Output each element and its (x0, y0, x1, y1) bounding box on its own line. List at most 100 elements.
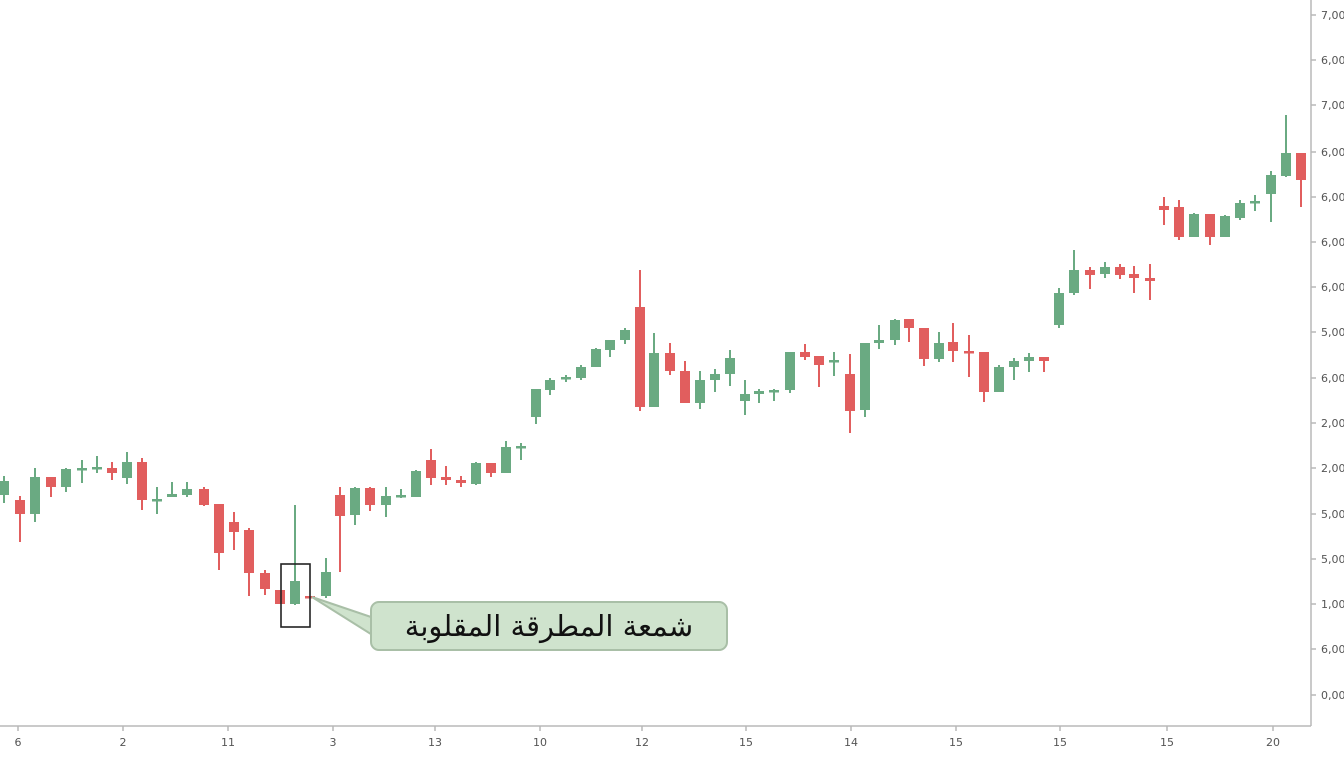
candle-body (77, 468, 87, 471)
candle-up (605, 340, 615, 357)
candle-body (411, 471, 421, 497)
candle-body (122, 462, 132, 478)
candle-up (411, 470, 421, 497)
candle-body (92, 467, 102, 470)
callout-label: شمعة المطرقة المقلوبة (370, 601, 728, 651)
candle-down (1174, 200, 1184, 240)
candle-body (620, 330, 630, 340)
candle-body (46, 477, 56, 487)
candle-down (814, 356, 824, 387)
candle-body (948, 342, 958, 351)
candle-down (260, 570, 270, 595)
y-tick-label: 7,00 (1321, 9, 1344, 22)
candle-body (1085, 270, 1095, 275)
candle-body (665, 353, 675, 371)
candle-body (456, 480, 466, 483)
candle-body (381, 496, 391, 505)
candle-body (591, 349, 601, 367)
candle-up (152, 487, 162, 514)
candle-body (785, 352, 795, 390)
candle-up (167, 482, 177, 497)
candle-up (501, 441, 511, 473)
candle-body (814, 356, 824, 365)
candle-up (1266, 171, 1276, 222)
candle-down (335, 487, 345, 572)
candle-down (845, 354, 855, 433)
candle-down (441, 466, 451, 485)
candle-up (1250, 195, 1260, 211)
candle-up (695, 371, 705, 409)
candle-body (107, 468, 117, 473)
candle-body (350, 488, 360, 515)
candle-up (994, 365, 1004, 392)
candle-up (874, 325, 884, 349)
candle-down (244, 528, 254, 596)
candle-body (919, 328, 929, 359)
candle-body (1189, 214, 1199, 237)
candle-body (800, 352, 810, 357)
candle-body (321, 572, 331, 596)
candle-body (486, 463, 496, 473)
candle-body (244, 530, 254, 573)
candle-body (874, 340, 884, 343)
callout-pointer (311, 596, 375, 638)
candle-body (680, 371, 690, 403)
x-tick-label: 15 (739, 736, 753, 749)
candle-body (365, 488, 375, 505)
candle-body (1174, 207, 1184, 237)
y-tick-label: 0,00 (1321, 689, 1344, 702)
y-tick-label: 5,00 (1321, 508, 1344, 521)
candle-down (1296, 153, 1306, 207)
candle-up (1220, 215, 1230, 237)
candle-up (740, 380, 750, 415)
candle-up (754, 389, 764, 403)
y-tick-label: 1,00 (1321, 598, 1344, 611)
x-tick-label: 15 (949, 736, 963, 749)
candle-down (948, 323, 958, 362)
y-tick-label: 5,00 (1321, 553, 1344, 566)
candle-body (904, 319, 914, 328)
candle-body (545, 380, 555, 390)
candle-body (30, 477, 40, 514)
x-tick-label: 15 (1053, 736, 1067, 749)
candle-body (829, 360, 839, 363)
candle-up (1281, 115, 1291, 177)
candles-layer (0, 115, 1306, 605)
candle-body (1115, 267, 1125, 275)
candle-body (635, 307, 645, 407)
candle-body (214, 504, 224, 553)
candle-down (486, 463, 496, 477)
candle-down (964, 335, 974, 377)
candle-down (107, 462, 117, 480)
candle-body (152, 499, 162, 502)
candle-body (335, 495, 345, 516)
y-tick-label: 2,00 (1321, 417, 1344, 430)
candle-body (199, 489, 209, 505)
x-tick-label: 6 (15, 736, 22, 749)
candle-body (1159, 206, 1169, 210)
x-tick-label: 20 (1266, 736, 1280, 749)
candle-body (182, 489, 192, 495)
candle-body (1296, 153, 1306, 180)
candle-down (1085, 267, 1095, 289)
x-tick-label: 14 (844, 736, 858, 749)
candle-down (635, 270, 645, 411)
candle-down (15, 496, 25, 542)
candle-body (426, 460, 436, 478)
candle-body (471, 463, 481, 484)
candle-body (1220, 216, 1230, 237)
candle-down (426, 449, 436, 485)
candle-body (934, 343, 944, 359)
candle-down (1129, 266, 1139, 293)
candle-down (46, 477, 56, 497)
candle-body (605, 340, 615, 350)
candle-up (350, 487, 360, 525)
candle-up (785, 352, 795, 393)
candle-up (30, 468, 40, 522)
candle-body (1145, 278, 1155, 281)
candle-up (561, 375, 571, 382)
candle-body (1054, 293, 1064, 325)
candle-body (15, 500, 25, 514)
candle-body (754, 391, 764, 394)
